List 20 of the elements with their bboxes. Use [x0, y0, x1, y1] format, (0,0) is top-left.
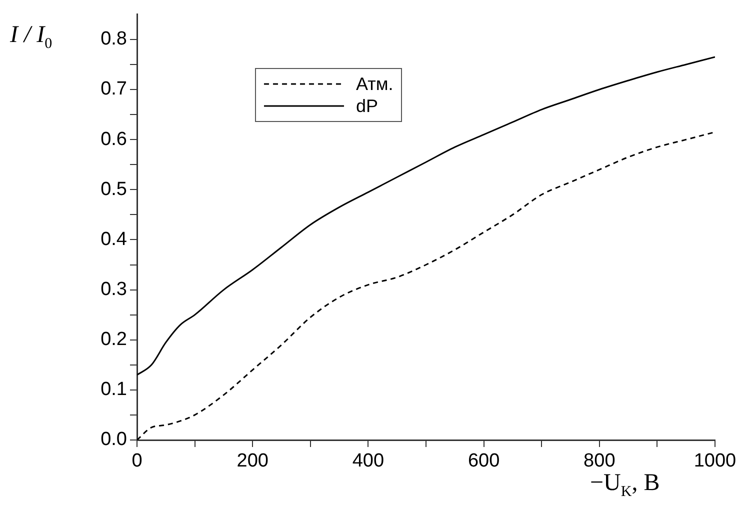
line-series	[137, 56, 715, 376]
y-tick-label: 0.3	[100, 279, 127, 300]
y-tick-label: 0.5	[100, 178, 127, 200]
x-tick-label: 0	[132, 450, 142, 472]
x-tick-label: 400	[352, 450, 384, 472]
legend-label: dP	[356, 96, 378, 116]
y-tick-label: 0.8	[100, 28, 127, 50]
y-tick-label: 0.6	[100, 128, 127, 150]
y-tick-label: 0.0	[100, 429, 127, 450]
y-tick-label: 0.1	[100, 379, 127, 400]
x-tick-label: 1000	[694, 450, 736, 472]
y-axis-title: I / I$_{0}$	[10, 22, 52, 53]
x-tick-label: 600	[468, 450, 500, 472]
y-tick-label: 0.7	[100, 78, 127, 100]
legend-label: Атм.	[356, 74, 394, 94]
x-axis-title: −U$_{K}$, B	[590, 470, 660, 501]
x-tick-label: 800	[584, 450, 616, 472]
y-tick-label: 0.4	[100, 228, 128, 250]
y-tick-label: 0.2	[100, 329, 127, 350]
x-tick-label: 200	[236, 450, 268, 472]
